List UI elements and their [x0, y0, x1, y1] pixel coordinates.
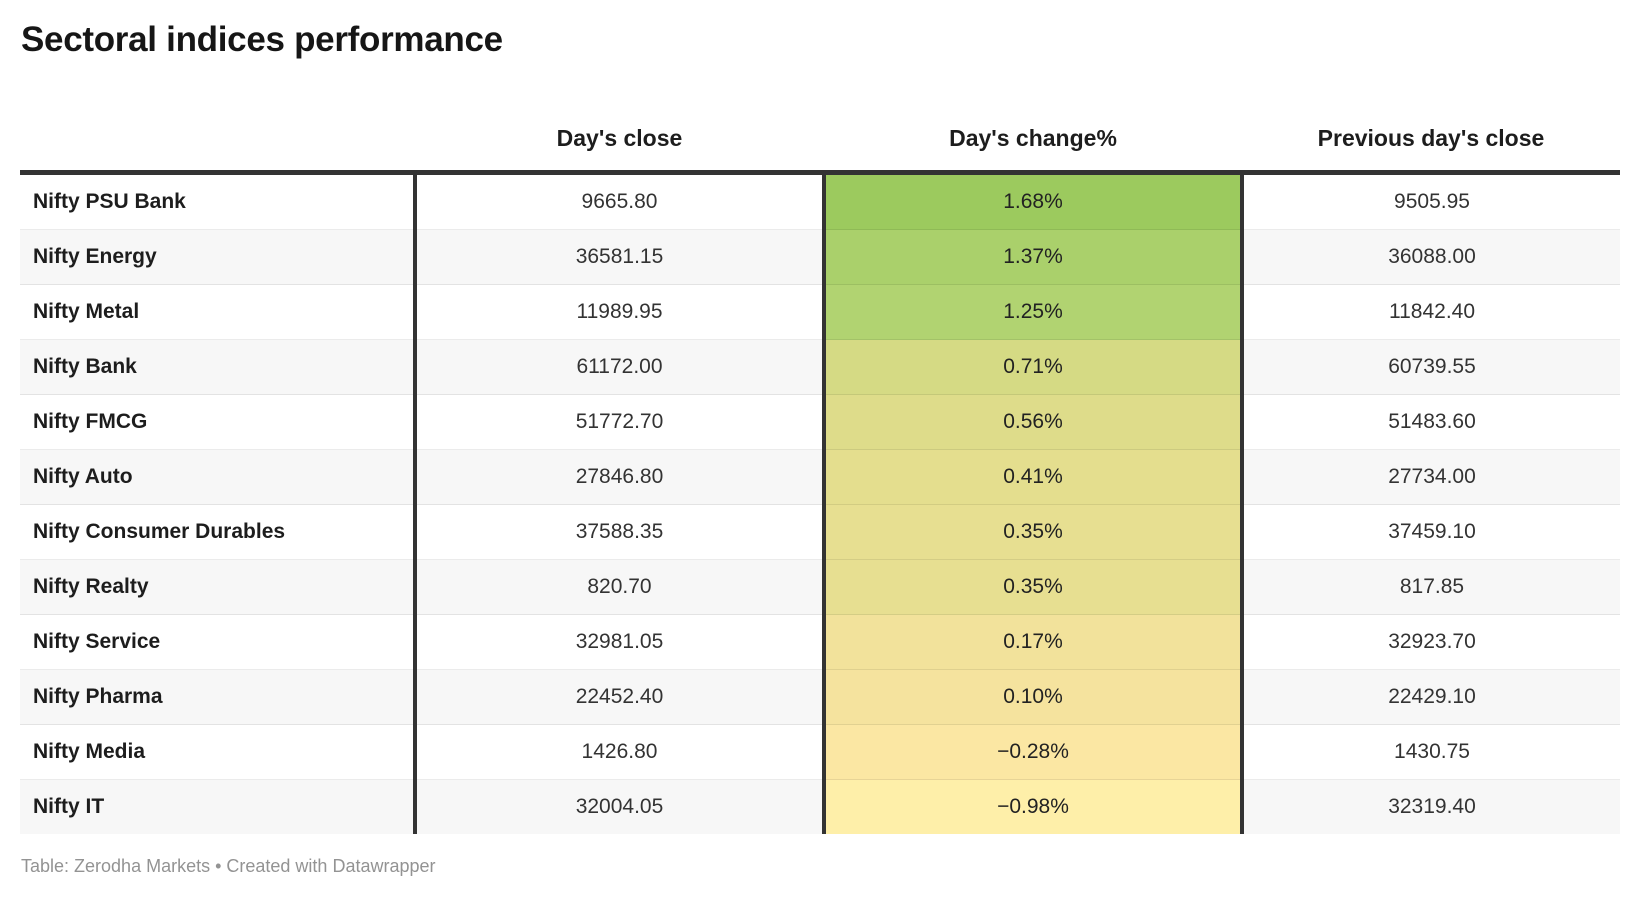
cell-days-close: 27846.80: [415, 449, 824, 505]
row-label: Nifty Auto: [20, 449, 417, 505]
table-row: Nifty Media 1426.80 −0.28% 1430.75: [20, 724, 1620, 780]
row-label: Nifty Consumer Durables: [20, 504, 417, 560]
row-label: Nifty Bank: [20, 339, 417, 395]
cell-days-close: 32981.05: [415, 614, 824, 670]
cell-previous-close: 37459.10: [1242, 504, 1620, 560]
cell-previous-close: 27734.00: [1242, 449, 1620, 505]
cell-previous-close: 1430.75: [1242, 724, 1620, 780]
cell-days-change: 0.35%: [822, 504, 1244, 560]
table-row: Nifty IT 32004.05 −0.98% 32319.40: [20, 779, 1620, 834]
column-header-days-change: Day's change%: [824, 60, 1242, 173]
cell-days-change: 0.41%: [822, 449, 1244, 505]
table-body: Nifty PSU Bank 9665.80 1.68% 9505.95 Nif…: [20, 172, 1620, 834]
column-header-index-name: [20, 60, 415, 173]
row-label: Nifty Service: [20, 614, 417, 670]
cell-days-close: 1426.80: [415, 724, 824, 780]
cell-previous-close: 32319.40: [1242, 779, 1620, 834]
row-label: Nifty Media: [20, 724, 417, 780]
cell-previous-close: 817.85: [1242, 559, 1620, 615]
page-title: Sectoral indices performance: [21, 20, 503, 59]
row-label: Nifty IT: [20, 779, 417, 834]
table-row: Nifty Pharma 22452.40 0.10% 22429.10: [20, 669, 1620, 725]
cell-days-change: −0.98%: [822, 779, 1244, 834]
cell-days-close: 37588.35: [415, 504, 824, 560]
row-label: Nifty FMCG: [20, 394, 417, 450]
cell-days-change: 0.10%: [822, 669, 1244, 725]
cell-previous-close: 22429.10: [1242, 669, 1620, 725]
cell-days-close: 11989.95: [415, 284, 824, 340]
cell-days-change: 1.68%: [822, 172, 1244, 230]
table-row: Nifty Energy 36581.15 1.37% 36088.00: [20, 229, 1620, 285]
table-row: Nifty Realty 820.70 0.35% 817.85: [20, 559, 1620, 615]
cell-days-close: 36581.15: [415, 229, 824, 285]
cell-days-close: 61172.00: [415, 339, 824, 395]
cell-days-change: 0.56%: [822, 394, 1244, 450]
table-row: Nifty Consumer Durables 37588.35 0.35% 3…: [20, 504, 1620, 560]
table-row: Nifty Bank 61172.00 0.71% 60739.55: [20, 339, 1620, 395]
cell-days-change: 1.37%: [822, 229, 1244, 285]
column-header-days-close: Day's close: [415, 60, 824, 173]
cell-previous-close: 51483.60: [1242, 394, 1620, 450]
cell-days-change: 0.17%: [822, 614, 1244, 670]
cell-days-change: 0.71%: [822, 339, 1244, 395]
column-header-previous-close: Previous day's close: [1242, 60, 1620, 173]
table-row: Nifty Auto 27846.80 0.41% 27734.00: [20, 449, 1620, 505]
footer-credit: Table: Zerodha Markets • Created with Da…: [21, 856, 436, 876]
row-label: Nifty Pharma: [20, 669, 417, 725]
cell-days-close: 51772.70: [415, 394, 824, 450]
cell-days-close: 22452.40: [415, 669, 824, 725]
table-row: Nifty PSU Bank 9665.80 1.68% 9505.95: [20, 172, 1620, 230]
cell-days-close: 9665.80: [581, 190, 658, 213]
cell-previous-close: 32923.70: [1242, 614, 1620, 670]
row-label: Nifty Energy: [20, 229, 417, 285]
cell-days-change: −0.28%: [822, 724, 1244, 780]
cell-days-close: 32004.05: [415, 779, 824, 834]
row-label: Nifty PSU Bank: [20, 172, 417, 230]
cell-previous-close: 9505.95: [1394, 190, 1470, 213]
row-label: Nifty Realty: [20, 559, 417, 615]
cell-previous-close: 36088.00: [1242, 229, 1620, 285]
table-header: Day's close Day's change% Previous day's…: [20, 60, 1620, 173]
cell-days-change: 0.35%: [822, 559, 1244, 615]
table-row: Nifty FMCG 51772.70 0.56% 51483.60: [20, 394, 1620, 450]
cell-previous-close: 60739.55: [1242, 339, 1620, 395]
cell-days-change: 1.25%: [822, 284, 1244, 340]
datawrapper-table-page: Sectoral indices performance Day's close…: [0, 20, 1636, 914]
table-row: Nifty Service 32981.05 0.17% 32923.70: [20, 614, 1620, 670]
row-label: Nifty Metal: [20, 284, 417, 340]
cell-previous-close: 11842.40: [1242, 284, 1620, 340]
sectoral-indices-table: Day's close Day's change% Previous day's…: [20, 60, 1620, 834]
cell-days-close: 820.70: [415, 559, 824, 615]
table-row: Nifty Metal 11989.95 1.25% 11842.40: [20, 284, 1620, 340]
